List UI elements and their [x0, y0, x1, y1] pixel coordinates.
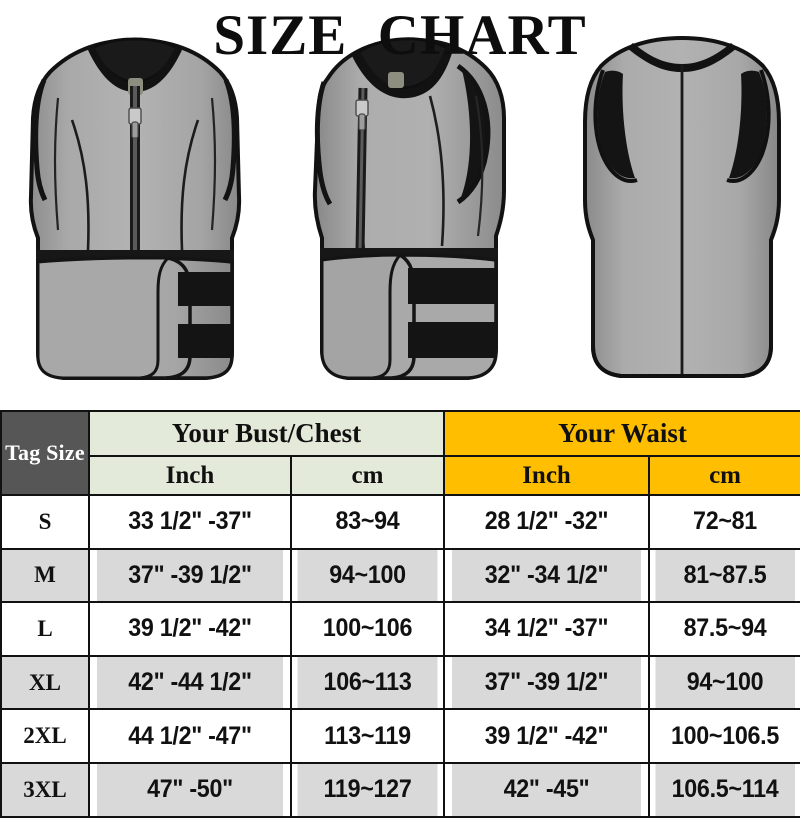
cell-bust-cm: 94~100 — [295, 547, 440, 604]
angled-view — [290, 0, 530, 410]
table-row: 3XL 47" -50" 119~127 42" -45" 106.5~114 — [0, 761, 800, 818]
cell-bust-cm: 119~127 — [295, 761, 440, 818]
table-unit-header-row: Inch cm Inch cm — [1, 455, 800, 496]
cell-size: 3XL — [0, 761, 90, 818]
table-row: S 33 1/2" -37" 83~94 28 1/2" -32" 72~81 — [0, 494, 800, 550]
cell-waist-cm: 81~87.5 — [653, 547, 797, 604]
cell-bust-inch: 44 1/2" -47" — [95, 708, 285, 764]
cell-waist-cm: 87.5~94 — [653, 601, 797, 657]
header-waist-inch: Inch — [443, 455, 651, 496]
cell-waist-cm: 94~100 — [653, 654, 797, 711]
size-table-container: Tag Size Your Bust/Chest Your Waist Inch… — [0, 410, 800, 818]
cell-bust-cm: 100~106 — [295, 601, 440, 657]
cell-waist-inch: 34 1/2" -37" — [450, 601, 643, 657]
table-row: XL 42" -44 1/2" 106~113 37" -39 1/2" 94~… — [0, 654, 800, 711]
cell-bust-cm: 106~113 — [295, 654, 440, 711]
cell-bust-cm: 113~119 — [295, 708, 440, 764]
header-bust-inch: Inch — [88, 455, 292, 496]
cell-waist-cm: 106.5~114 — [653, 761, 797, 818]
cell-bust-inch: 37" -39 1/2" — [95, 547, 285, 604]
cell-waist-inch: 32" -34 1/2" — [450, 547, 643, 604]
header-tag-size: Tag Size — [0, 410, 90, 496]
table-row: L 39 1/2" -42" 100~106 34 1/2" -37" 87.5… — [0, 601, 800, 657]
cell-size: S — [0, 494, 90, 550]
cell-waist-inch: 42" -45" — [450, 761, 643, 818]
cell-bust-inch: 47" -50" — [95, 761, 285, 818]
table-row: M 37" -39 1/2" 94~100 32" -34 1/2" 81~87… — [0, 547, 800, 604]
table-group-header-row: Tag Size Your Bust/Chest Your Waist — [0, 410, 800, 496]
cell-size: L — [0, 601, 90, 657]
cell-size: XL — [0, 654, 90, 711]
cell-bust-cm: 83~94 — [295, 494, 440, 550]
cell-waist-cm: 72~81 — [653, 494, 797, 550]
header-bust-cm: cm — [289, 455, 446, 496]
cell-size: 2XL — [0, 708, 90, 764]
size-chart-table: Tag Size Your Bust/Chest Your Waist Inch… — [0, 410, 800, 818]
cell-waist-inch: 28 1/2" -32" — [450, 494, 643, 550]
product-image-row — [10, 0, 800, 410]
cell-size: M — [0, 547, 90, 604]
cell-bust-inch: 39 1/2" -42" — [95, 601, 285, 657]
page-title: SIZE CHART — [213, 4, 587, 67]
cell-bust-inch: 33 1/2" -37" — [95, 494, 285, 550]
table-row: 2XL 44 1/2" -47" 113~119 39 1/2" -42" 10… — [0, 708, 800, 764]
cell-waist-inch: 37" -39 1/2" — [450, 654, 643, 711]
cell-waist-cm: 100~106.5 — [653, 708, 797, 764]
back-view — [565, 0, 800, 410]
front-view — [10, 0, 260, 410]
header-waist-cm: cm — [648, 455, 800, 496]
cell-bust-inch: 42" -44 1/2" — [95, 654, 285, 711]
header-group-waist: Your Waist — [443, 410, 800, 457]
cell-waist-inch: 39 1/2" -42" — [450, 708, 643, 764]
header-group-bust: Your Bust/Chest — [87, 410, 446, 457]
